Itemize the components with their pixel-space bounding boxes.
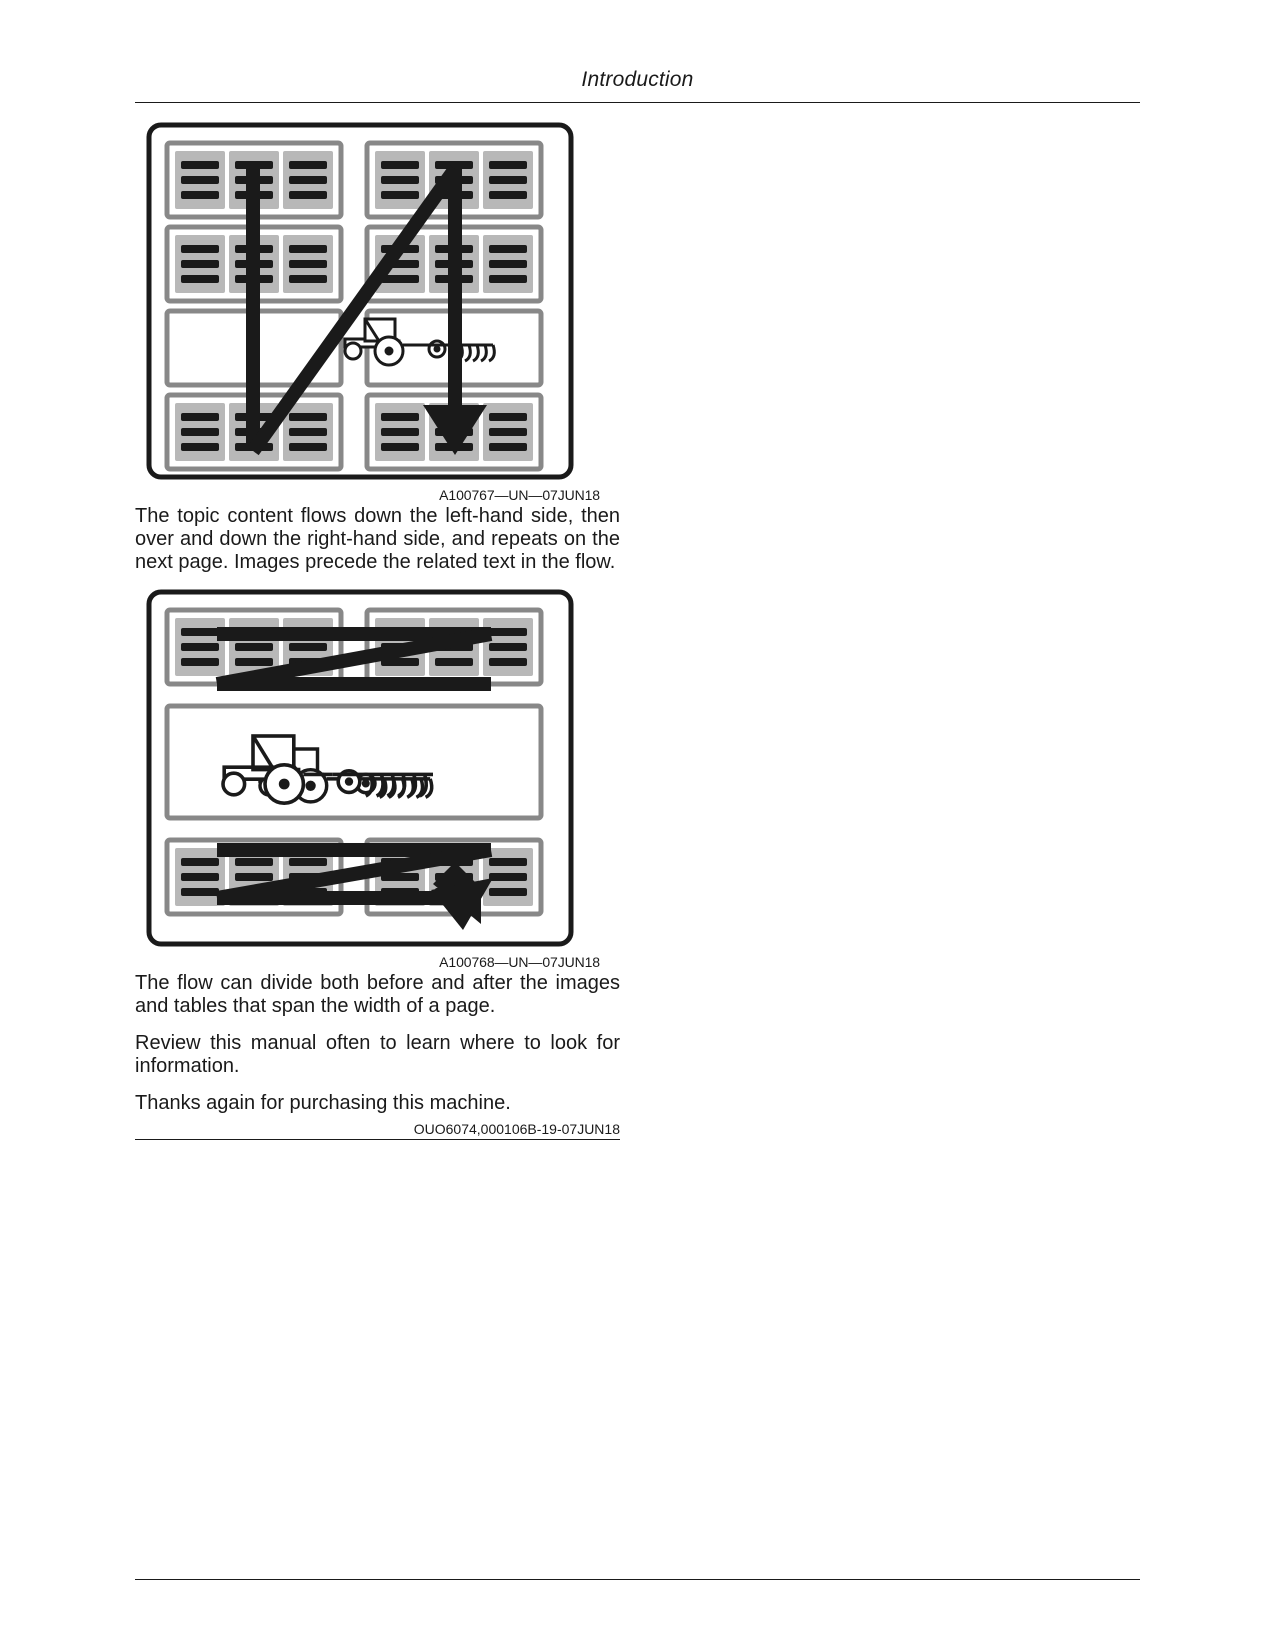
left-column: A100767—UN—07JUN18 The topic content flo… [135,121,620,1140]
figure-flow-columnar [145,121,620,481]
topic-footer-code: OUO6074,000106B-19-07JUN18 [135,1121,620,1137]
figure2-caption: A100768—UN—07JUN18 [145,954,600,970]
section-title: Introduction [581,68,693,91]
diagram-flow-columnar-icon [145,121,575,481]
page-footer-rule [135,1579,1140,1580]
paragraph-review: Review this manual often to learn where … [135,1032,620,1078]
figure1-text: The topic content flows down the left-ha… [135,505,620,574]
diagram-flow-spanning-icon [145,588,575,948]
figure2-text: The flow can divide both before and afte… [135,972,620,1018]
page: Introduction [0,0,1275,1650]
header-rule [135,102,1140,103]
paragraph-thanks: Thanks again for purchasing this machine… [135,1092,620,1115]
page-header: Introduction [135,60,1140,98]
figure1-caption: A100767—UN—07JUN18 [145,487,600,503]
topic-end-rule [135,1139,620,1140]
figure-flow-spanning [145,588,620,948]
